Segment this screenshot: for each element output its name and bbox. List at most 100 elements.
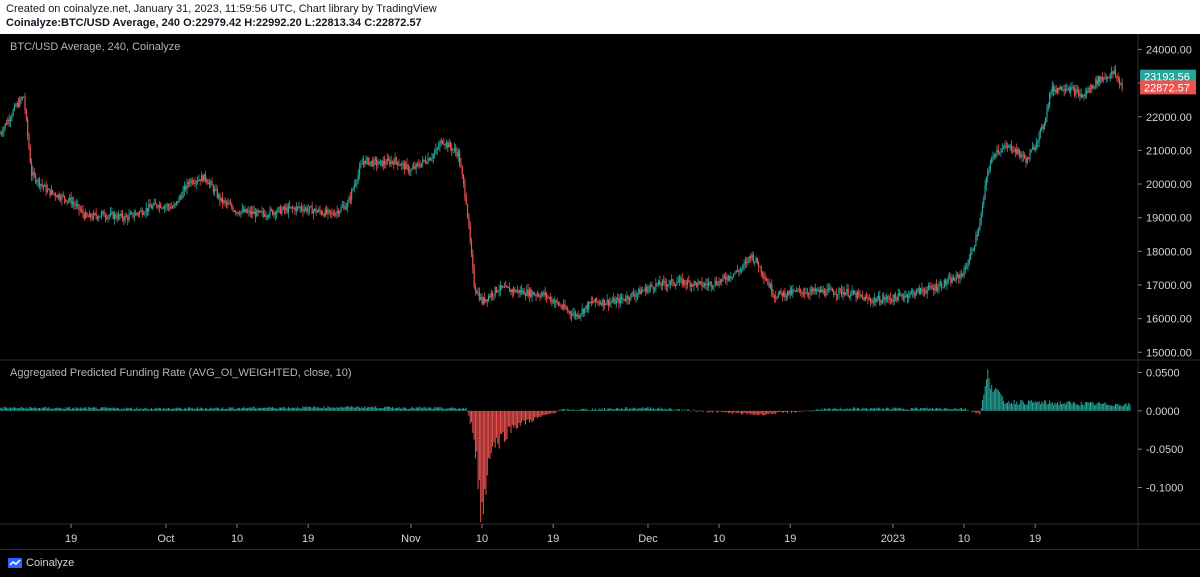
candle-body — [195, 181, 197, 184]
candle-body — [491, 292, 494, 296]
candle-body — [983, 198, 985, 205]
candle-body — [366, 157, 369, 160]
candle-body — [771, 284, 773, 294]
candle-body — [1046, 107, 1048, 118]
candle-body — [469, 225, 471, 242]
candle-body — [1004, 145, 1006, 148]
candle-body — [527, 289, 529, 297]
candle-body — [293, 208, 295, 210]
candle-body — [551, 299, 553, 302]
candle-body — [133, 215, 135, 217]
candle-body — [631, 293, 633, 295]
candle-body — [441, 140, 444, 144]
candle-body — [632, 293, 635, 296]
candle-body — [210, 181, 212, 183]
candle-body — [567, 309, 569, 312]
candle-body — [1075, 89, 1077, 96]
candle-body — [1095, 79, 1097, 88]
candle-body — [722, 275, 724, 279]
candle-body — [710, 282, 712, 287]
candle-body — [678, 278, 681, 282]
candle-body — [942, 287, 944, 289]
candle-body — [577, 314, 579, 318]
candle-body — [1076, 89, 1078, 91]
candle-body — [968, 259, 970, 264]
time-tick-label: 10 — [231, 533, 243, 545]
candle-body — [524, 294, 527, 296]
candle-body — [875, 298, 877, 302]
candle-body — [439, 143, 441, 148]
candle-body — [191, 179, 193, 184]
candle-body — [119, 214, 121, 217]
candle-body — [361, 163, 363, 165]
candle-body — [314, 208, 316, 211]
candle-body — [700, 281, 702, 283]
candle-body — [538, 294, 540, 297]
candle-body — [702, 285, 704, 287]
candle-body — [148, 204, 150, 212]
candle-body — [881, 299, 884, 303]
candle-body — [107, 216, 109, 219]
candle-body — [697, 282, 699, 287]
candle-body — [1080, 93, 1082, 98]
candle-body — [220, 197, 222, 201]
candle-body — [664, 281, 666, 284]
candle-body — [12, 109, 14, 116]
candle-body — [991, 157, 993, 164]
candle-body — [405, 163, 407, 170]
candle-body — [98, 217, 100, 219]
candle-body — [394, 157, 396, 165]
candle-body — [946, 282, 948, 285]
candle-body — [25, 110, 27, 119]
candle-body — [563, 304, 565, 309]
candle-body — [692, 284, 694, 286]
candle-body — [887, 296, 889, 299]
candle-body — [788, 290, 790, 295]
close-price-label: 22872.57 — [1144, 82, 1190, 94]
candle-body — [528, 289, 531, 297]
candle-body — [69, 197, 71, 201]
candle-body — [91, 217, 93, 219]
candle-body — [216, 189, 218, 198]
candle-body — [755, 258, 757, 262]
candle-body — [701, 281, 703, 287]
candle-body — [246, 211, 249, 213]
candle-body — [918, 288, 920, 294]
candle-body — [465, 196, 467, 205]
candle-body — [190, 179, 192, 184]
candle-body — [653, 289, 656, 291]
candle-body — [972, 248, 974, 250]
candle-body — [768, 282, 770, 288]
candle-body — [286, 207, 288, 213]
candle-body — [584, 307, 586, 314]
candle-body — [769, 284, 772, 288]
candle-body — [797, 289, 799, 291]
candle-body — [1050, 91, 1052, 94]
candle-body — [893, 294, 895, 302]
candle-body — [112, 212, 114, 219]
candle-body — [53, 193, 55, 195]
candle-body — [663, 280, 665, 282]
candle-body — [852, 290, 855, 295]
candle-body — [1071, 87, 1073, 89]
creation-info: Created on coinalyze.net, January 31, 20… — [6, 3, 437, 15]
candle-body — [879, 295, 881, 303]
chart-area[interactable]: 15000.00 16000.00 17000.00 18000.00 19000.00… — [0, 34, 1200, 549]
candle-body — [466, 204, 469, 217]
candle-body — [622, 298, 624, 300]
candle-body — [351, 190, 353, 200]
candle-body — [851, 290, 853, 293]
candle-body — [542, 292, 544, 295]
candle-body — [88, 213, 91, 218]
candle-body — [1002, 147, 1005, 149]
candle-body — [250, 211, 253, 214]
candle-body — [332, 212, 334, 215]
candle-body — [677, 281, 679, 283]
candle-body — [951, 277, 953, 284]
candle-body — [73, 202, 75, 204]
candle-body — [993, 155, 995, 157]
candle-body — [985, 177, 988, 186]
candle-body — [258, 211, 261, 213]
candle-body — [171, 207, 174, 209]
candle-body — [369, 161, 371, 165]
